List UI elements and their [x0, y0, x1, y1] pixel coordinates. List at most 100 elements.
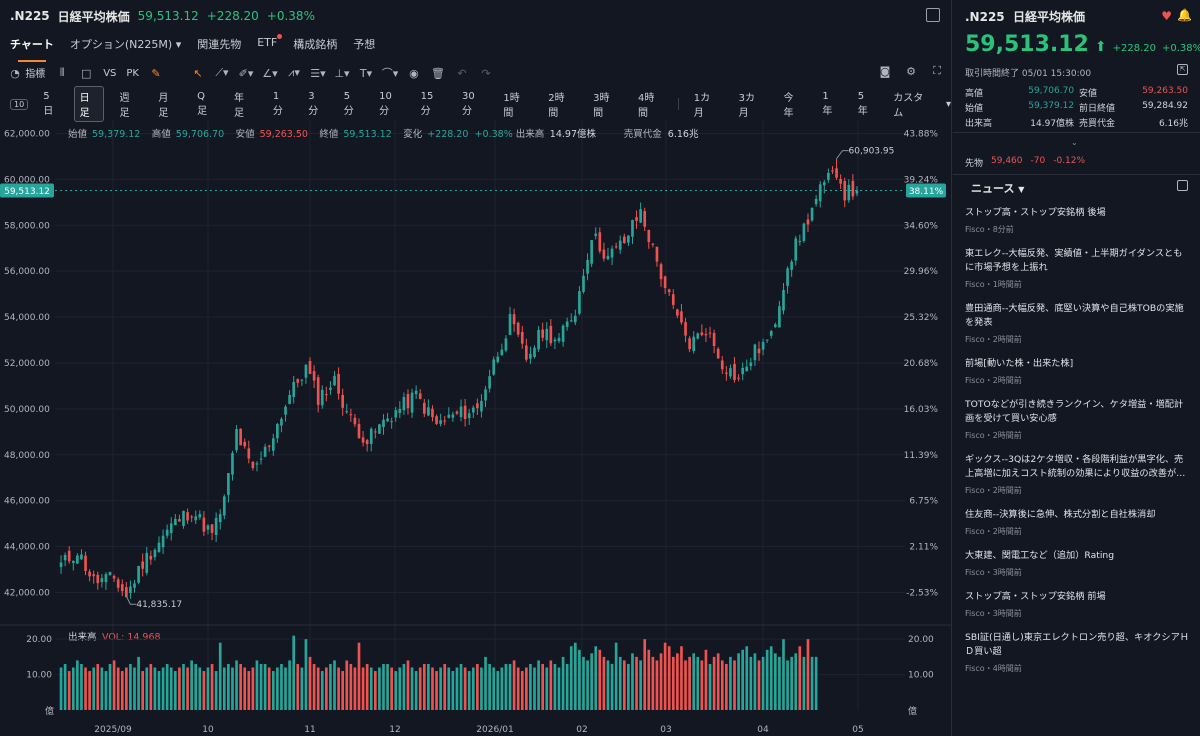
- tab-constituents[interactable]: 構成銘柄: [293, 38, 338, 51]
- expand-panel-icon[interactable]: [926, 8, 940, 22]
- news-item[interactable]: SBI証(日通し)東京エレクトロン売り超、キオクシアＨＤ買い超 Fisco・4時間…: [965, 631, 1190, 674]
- news-item[interactable]: TOTOなどが引き続きランクイン、ケタ増益・増配計画を受けて買い安心感 Fisco…: [965, 398, 1190, 441]
- news-item[interactable]: 豊田通商--大幅反発、底堅い決算や自己株TOBの実施を発表 Fisco・2時間前: [965, 302, 1190, 345]
- news-item[interactable]: 住友商--決算後に急伸、株式分割と自社株消却 Fisco・2時間前: [965, 508, 1190, 537]
- period-button[interactable]: 1年: [822, 91, 833, 117]
- period-button[interactable]: 今年: [783, 93, 794, 119]
- trend-line-icon[interactable]: ⟋▾: [215, 66, 229, 79]
- compare-button[interactable]: VS: [103, 67, 117, 79]
- period-button[interactable]: 3カ月: [738, 93, 756, 119]
- notification-dot-icon: [277, 34, 283, 39]
- eye-icon[interactable]: ◉: [409, 66, 419, 80]
- news-item[interactable]: 東エレク--大幅反発、実績値・上半期ガイダンスともに市場予想を上振れ Fisco・…: [965, 247, 1190, 290]
- candle-body: [586, 259, 589, 274]
- candle-body: [692, 336, 696, 351]
- period-button[interactable]: 週足: [119, 93, 130, 119]
- trash-icon[interactable]: 🗑: [431, 66, 445, 80]
- candle-body: [169, 523, 173, 533]
- pk-button[interactable]: PK: [126, 67, 139, 79]
- period-button[interactable]: 3時間: [593, 93, 610, 119]
- period-button[interactable]: 15分: [420, 91, 434, 117]
- candle-body: [443, 420, 447, 422]
- candle-body: [349, 414, 353, 416]
- stat-label-low: 安値: [1078, 89, 1097, 99]
- candle-body: [410, 392, 414, 413]
- period-button[interactable]: 月足: [158, 93, 169, 119]
- heart-icon[interactable]: ♥: [1161, 9, 1172, 23]
- candle-body: [831, 170, 834, 172]
- candle-body: [569, 320, 573, 322]
- measure-icon[interactable]: ⊥▾: [334, 66, 350, 80]
- period-button[interactable]: 日足: [73, 86, 105, 122]
- fullscreen-icon[interactable]: ⛶: [933, 64, 941, 77]
- period-button[interactable]: 10分: [379, 91, 392, 117]
- text-icon[interactable]: T▾: [359, 66, 373, 80]
- square-icon[interactable]: □: [80, 66, 92, 80]
- gear-icon[interactable]: ⚙: [906, 64, 916, 78]
- pattern-icon[interactable]: ⩘▾: [288, 66, 300, 79]
- candle-body: [802, 223, 806, 241]
- news-item[interactable]: 大東建、関電工など（追加）Rating Fisco・3時間前: [965, 549, 1190, 578]
- brush-icon[interactable]: ✐▾: [238, 66, 254, 80]
- news-item[interactable]: ギックス--3Qは2ケタ増収・各段階利益が黒字化、売上高増に加えコスト統制の効果…: [965, 453, 1190, 496]
- candle-body: [398, 408, 402, 414]
- undo-icon[interactable]: ↶: [457, 66, 467, 80]
- redo-icon[interactable]: ↷: [481, 66, 491, 80]
- header-change: +228.20: [206, 9, 259, 23]
- calendar-icon[interactable]: [1177, 180, 1188, 191]
- fib-icon[interactable]: ☰▾: [310, 66, 326, 80]
- expand-stats-icon[interactable]: ⌄: [1071, 138, 1078, 147]
- period-button[interactable]: 30分: [462, 91, 475, 117]
- tab-options[interactable]: オプション(N225M) ▾: [70, 36, 181, 54]
- period-button[interactable]: 5日: [43, 91, 54, 117]
- volume-bar: [471, 667, 475, 710]
- period-button[interactable]: 1時間: [503, 93, 520, 119]
- volume-bar: [574, 642, 577, 710]
- candle-body: [516, 322, 520, 335]
- news-header[interactable]: ニュース ▼: [971, 180, 1024, 196]
- indicator-button[interactable]: ◔ 指標: [8, 65, 45, 81]
- calendar-icon[interactable]: 10: [10, 98, 29, 110]
- news-item[interactable]: ストップ高・ストップ安銘柄 後場 Fisco・8分前: [965, 206, 1190, 235]
- news-meta: Fisco・2時間前: [965, 335, 1022, 344]
- candle-body: [459, 406, 463, 418]
- volume-bar: [369, 667, 373, 710]
- camera-icon[interactable]: ◙: [879, 64, 891, 78]
- pencil-icon[interactable]: ✎: [151, 66, 161, 80]
- volume-bar: [231, 667, 234, 710]
- period-button[interactable]: 5分: [343, 91, 354, 117]
- tab-related-futures[interactable]: 関連先物: [197, 38, 242, 51]
- chart-area[interactable]: 62,000.00 43.88% 60,000.00 39.24% 58,000.00 3…: [0, 120, 952, 736]
- period-button[interactable]: 2時間: [548, 93, 565, 119]
- period-button[interactable]: 5年: [857, 91, 868, 117]
- bell-icon[interactable]: 🔔: [1177, 8, 1192, 22]
- candle-body: [222, 496, 226, 516]
- volume-bar: [394, 671, 398, 710]
- tab-forecast[interactable]: 予想: [353, 38, 376, 51]
- info-icon[interactable]: ⇱: [1177, 64, 1188, 75]
- period-button[interactable]: 年足: [234, 93, 244, 119]
- candle-body: [439, 420, 442, 424]
- indicator-label: 指標: [25, 69, 46, 81]
- volume-bar: [602, 656, 606, 710]
- tab-etf[interactable]: ETF: [257, 34, 283, 54]
- shapes-icon[interactable]: ⌒▾: [381, 67, 399, 80]
- volume-bar: [651, 656, 655, 710]
- candle-type-icon[interactable]: ⫴: [59, 66, 65, 79]
- period-button[interactable]: カスタム: [893, 93, 924, 119]
- candlestick-chart[interactable]: 62,000.00 43.88% 60,000.00 39.24% 58,000.00 3…: [0, 120, 952, 736]
- period-button[interactable]: 1カ月: [693, 93, 711, 119]
- period-button[interactable]: Q足: [197, 91, 208, 117]
- period-button[interactable]: 3分: [308, 91, 319, 117]
- candle-body: [288, 394, 291, 404]
- news-item[interactable]: 前場[動いた株・出来た株] Fisco・2時間前: [965, 357, 1190, 386]
- tab-chart[interactable]: チャート: [10, 36, 54, 62]
- cursor-icon[interactable]: ↖: [193, 66, 203, 80]
- news-item[interactable]: ストップ高・ストップ安銘柄 前場 Fisco・3時間前: [965, 590, 1190, 619]
- period-button[interactable]: 4時間: [638, 93, 655, 119]
- news-title: ニュース: [971, 182, 1015, 195]
- period-button[interactable]: 1分: [272, 91, 283, 117]
- news-headline: 前場[動いた株・出来た株]: [965, 358, 1074, 369]
- angle-icon[interactable]: ∠▾: [262, 66, 278, 80]
- volume-bar: [635, 656, 638, 710]
